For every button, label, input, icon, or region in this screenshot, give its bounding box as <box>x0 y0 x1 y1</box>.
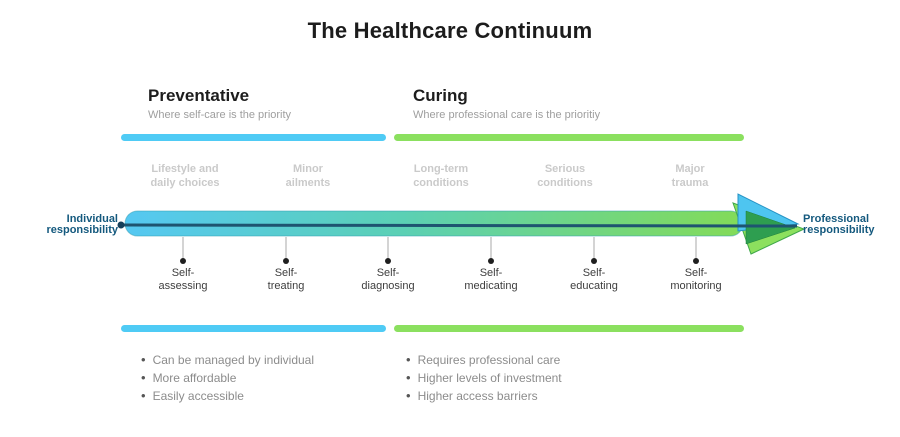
section-curing: Curing Where professional care is the pr… <box>413 86 600 121</box>
stage-label: Self-assessing <box>158 267 208 292</box>
preventative-top-bar <box>121 134 386 141</box>
stage-label: Self-educating <box>570 267 618 292</box>
preventative-benefits-list: Can be managed by individual More afford… <box>141 351 314 405</box>
stage-label: Self-diagnosing <box>361 267 415 292</box>
curing-top-bar <box>394 134 744 141</box>
category-label: Serious conditions <box>537 163 593 189</box>
axis-start-dot <box>117 221 125 229</box>
arrowhead-dark-green-triangle <box>745 210 796 245</box>
category-label: Lifestyle and daily choices <box>150 163 220 189</box>
curing-bottom-bar <box>394 325 744 332</box>
category-label: Long-term conditions <box>413 163 469 189</box>
page-title: The Healthcare Continuum <box>307 18 593 43</box>
tick-dots <box>180 258 699 264</box>
curing-subheading: Where professional care is the prioritiy <box>413 109 601 121</box>
professional-responsibility-label: Professional responsibility <box>803 213 875 236</box>
list-item: More affordable <box>141 369 314 387</box>
list-item: Higher access barriers <box>406 387 562 405</box>
preventative-bottom-bar <box>121 325 386 332</box>
stage-label: Self-medicating <box>464 267 518 292</box>
preventative-heading: Preventative <box>148 86 250 105</box>
list-item: Easily accessible <box>141 387 314 405</box>
list-item: Higher levels of investment <box>406 369 562 387</box>
axis-line <box>120 223 798 228</box>
stage-label: Self-monitoring <box>670 267 722 292</box>
continuum-arrow <box>117 193 806 264</box>
category-label: Minor ailments <box>285 163 331 189</box>
curing-benefits-list: Requires professional care Higher levels… <box>406 351 562 405</box>
curing-heading: Curing <box>413 86 468 105</box>
individual-responsibility-label: Individual responsibility <box>46 213 118 236</box>
stage-label: Self-treating <box>267 267 305 292</box>
gradient-bar <box>124 210 744 237</box>
list-item: Can be managed by individual <box>141 351 314 369</box>
category-label: Major trauma <box>671 163 709 189</box>
tick-marks <box>182 237 697 259</box>
section-preventative: Preventative Where self-care is the prio… <box>148 86 291 121</box>
preventative-subheading: Where self-care is the priority <box>148 109 292 121</box>
list-item: Requires professional care <box>406 351 562 369</box>
